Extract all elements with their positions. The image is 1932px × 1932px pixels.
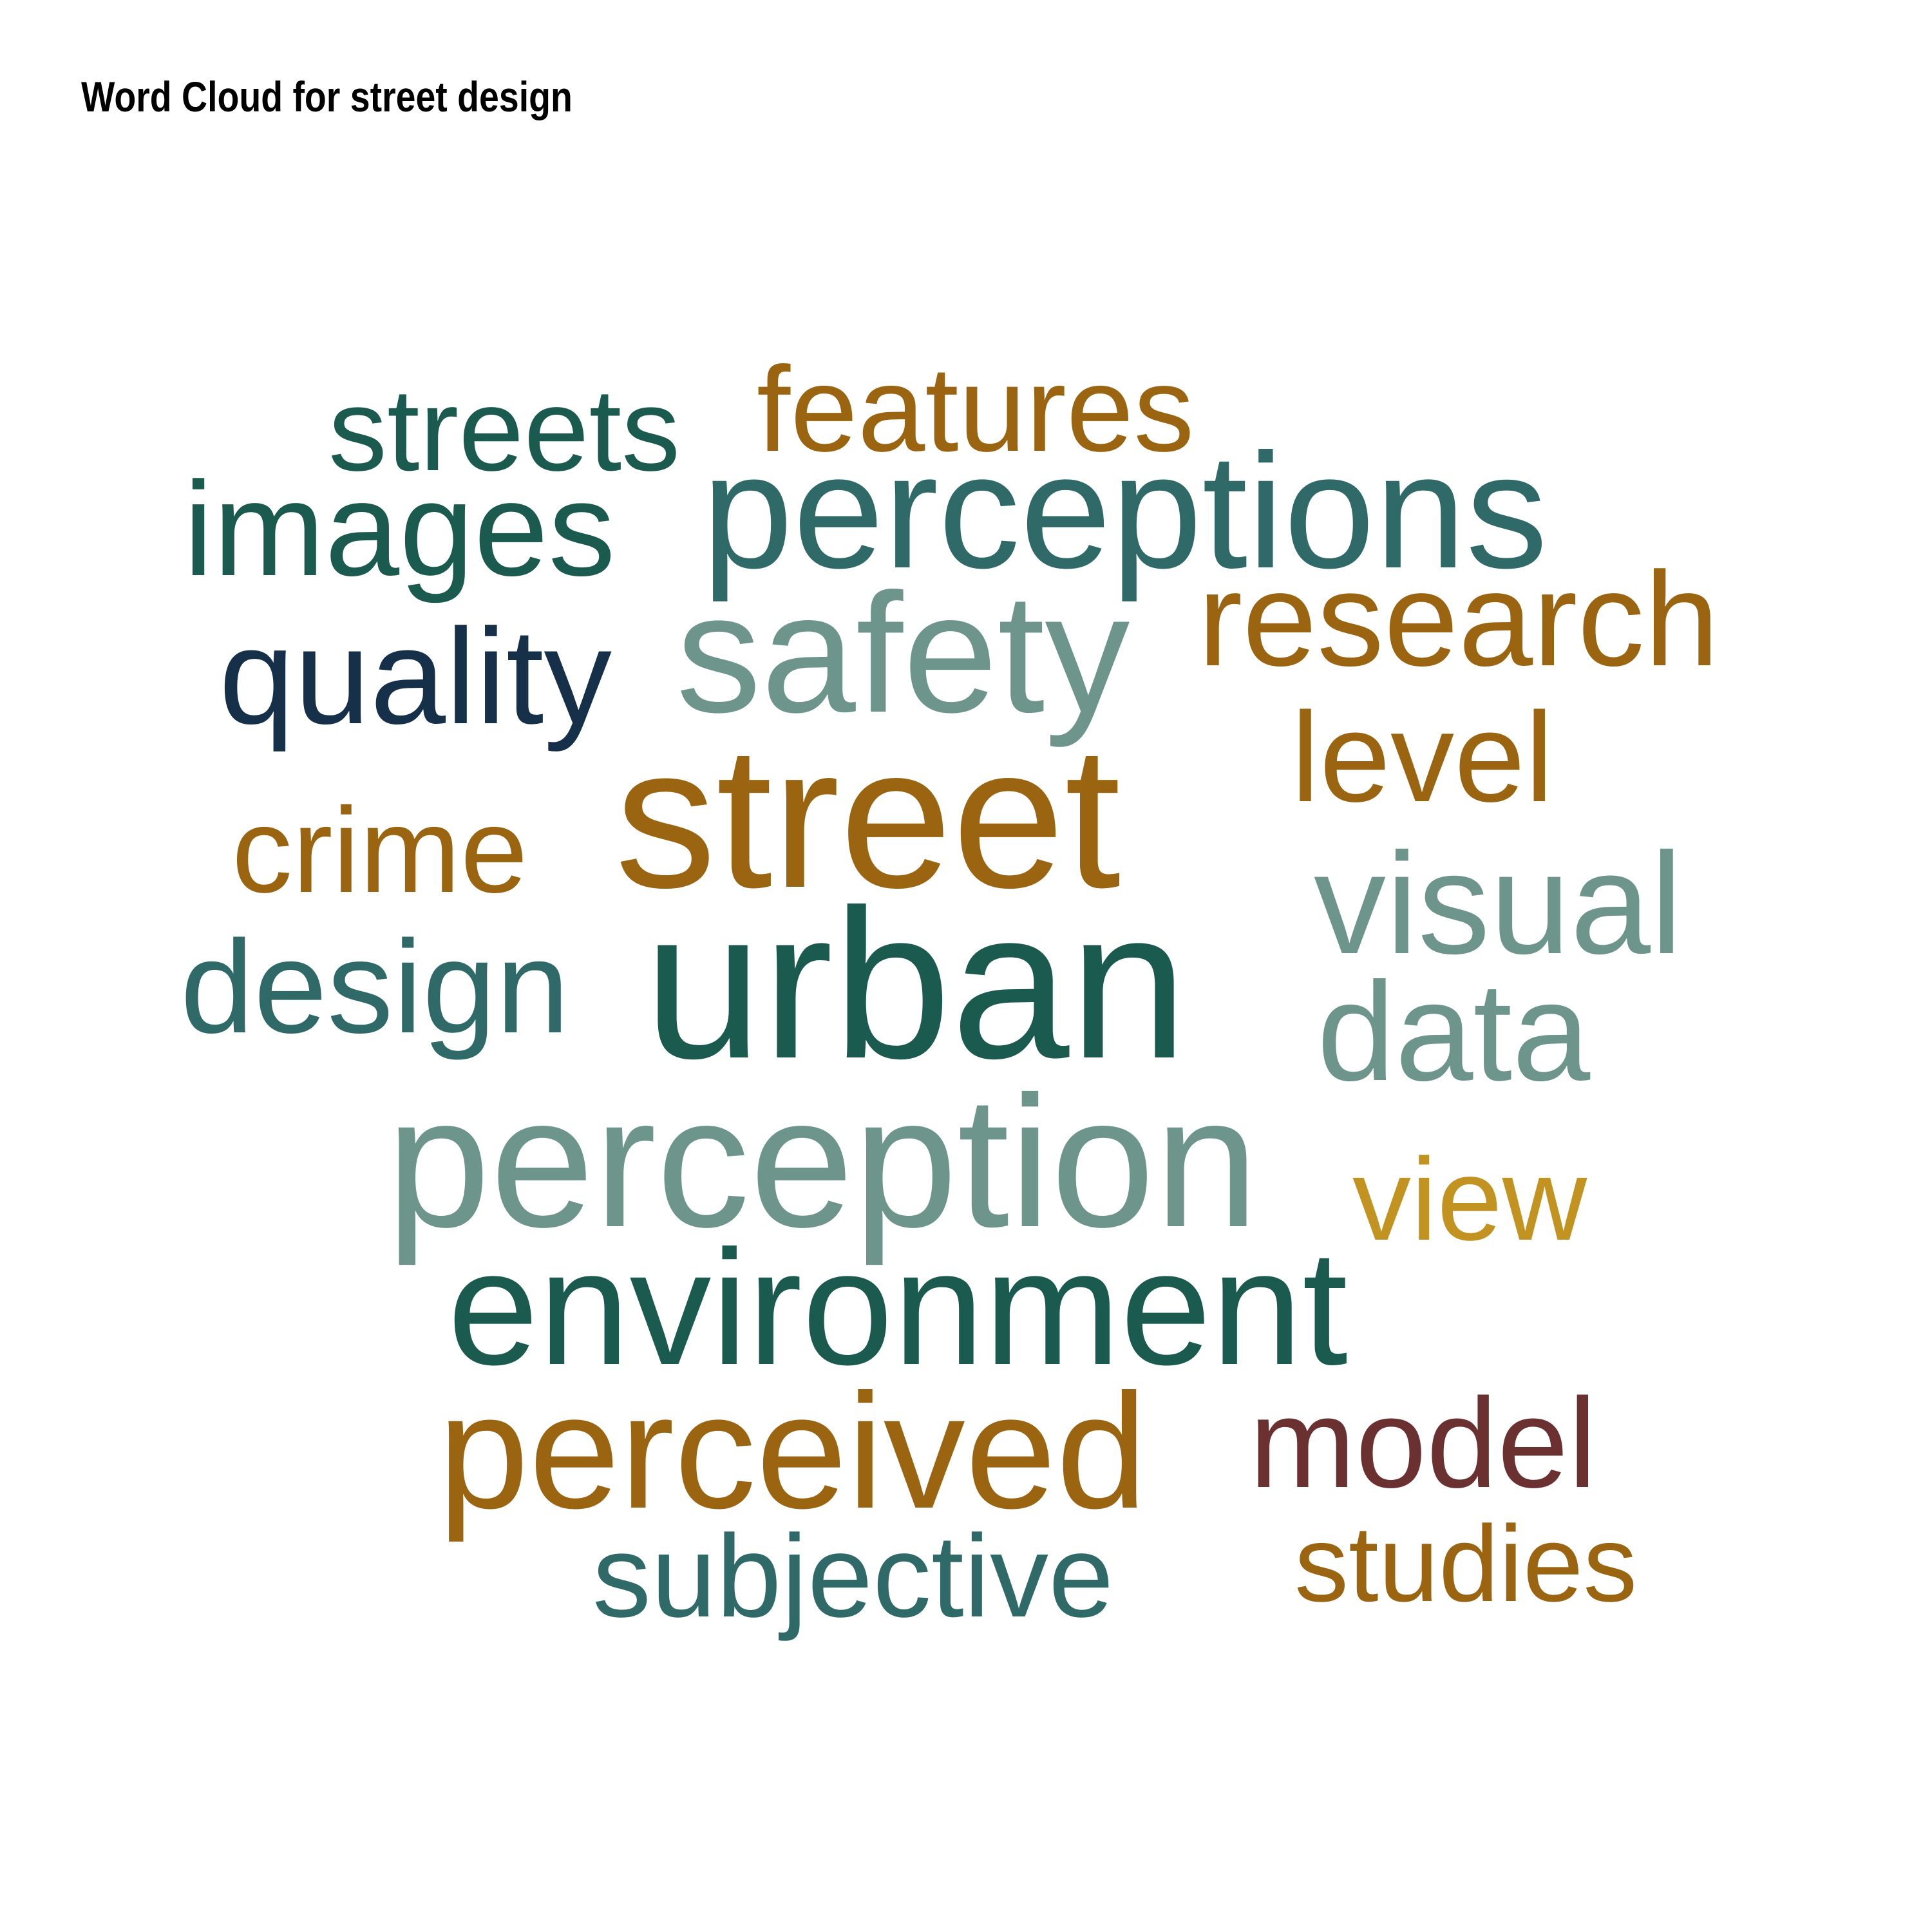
word-model: model xyxy=(1249,1372,1597,1514)
word-urban: urban xyxy=(644,865,1188,1103)
word-quality: quality xyxy=(219,600,612,752)
word-data: data xyxy=(1317,954,1591,1110)
word-design: design xyxy=(180,913,570,1061)
word-images: images xyxy=(184,455,616,604)
word-research: research xyxy=(1198,545,1719,694)
word-perceptions: perceptions xyxy=(702,419,1548,602)
word-environment: environment xyxy=(448,1216,1348,1399)
word-street: street xyxy=(615,704,1121,930)
chart-title: Word Cloud for street design xyxy=(81,73,573,120)
word-crime: crime xyxy=(232,782,528,918)
word-visual: visual xyxy=(1314,823,1683,984)
word-features: features xyxy=(757,341,1195,477)
word-perception: perception xyxy=(386,1057,1259,1266)
word-subjective: subjective xyxy=(592,1510,1114,1642)
word-perceived: perceived xyxy=(438,1359,1148,1542)
word-level: level xyxy=(1291,686,1554,828)
word-safety: safety xyxy=(676,558,1130,748)
word-studies: studies xyxy=(1294,1503,1638,1624)
word-view: view xyxy=(1352,1133,1587,1265)
word-streets: streets xyxy=(328,364,681,495)
